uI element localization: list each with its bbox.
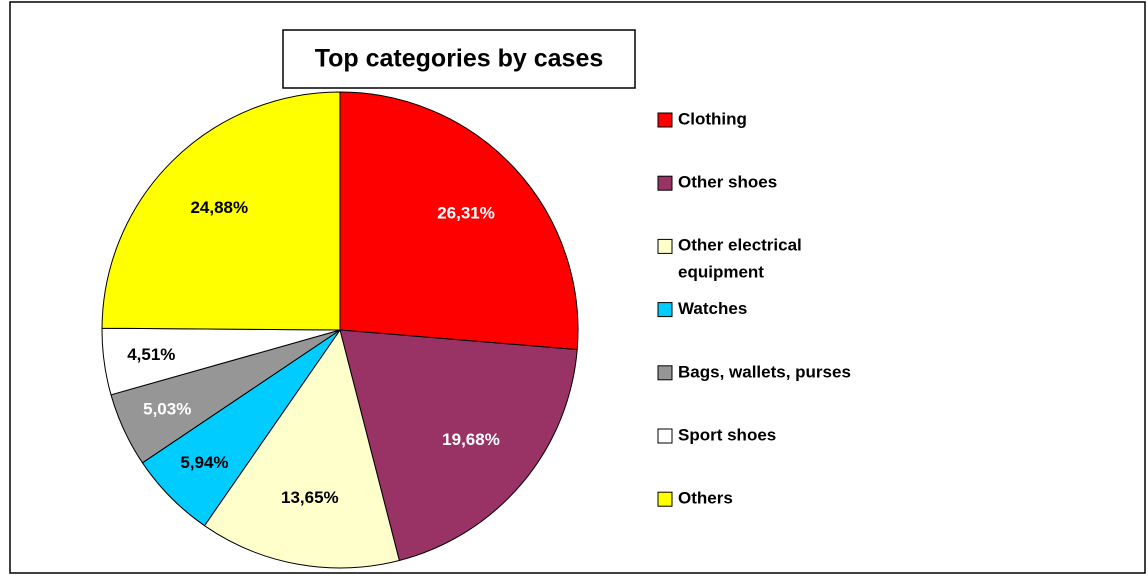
pie-slice	[101, 91, 341, 331]
legend-swatch	[657, 112, 673, 128]
legend-swatch	[657, 491, 673, 507]
legend-swatch	[657, 238, 673, 254]
pie-slice	[339, 91, 579, 351]
data-label: 5,94%	[180, 453, 228, 472]
data-label: 24,88%	[190, 198, 248, 217]
data-label: 26,31%	[437, 203, 495, 222]
legend-label: Watches	[678, 299, 747, 318]
legend-label: Other shoes	[678, 173, 777, 192]
title-box	[282, 29, 636, 89]
legend-label: Bags, wallets, purses	[678, 362, 851, 381]
data-label: 13,65%	[281, 488, 339, 507]
legend-swatch	[657, 175, 673, 191]
data-label: 5,03%	[143, 400, 191, 419]
pie: 26,31% 19,68% 13,65% 5,94% 5,03% 4,51% 24,88%	[101, 91, 579, 569]
data-label: 4,51%	[127, 345, 175, 364]
legend-label: Clothing	[678, 109, 747, 128]
legend-label: Sport shoes	[678, 425, 776, 444]
pie-slice	[339, 329, 578, 562]
legend-swatch	[657, 302, 673, 318]
legend-label: Others	[678, 489, 733, 508]
data-label: 19,68%	[442, 430, 500, 449]
legend: Clothing Other shoes Other electrical equi…	[657, 109, 851, 508]
legend-label: Other electrical equipment	[678, 236, 807, 282]
legend-swatch	[657, 428, 673, 444]
legend-swatch	[657, 365, 673, 381]
pie-slice	[203, 328, 400, 569]
chart-title: Top categories by cases	[315, 45, 604, 73]
